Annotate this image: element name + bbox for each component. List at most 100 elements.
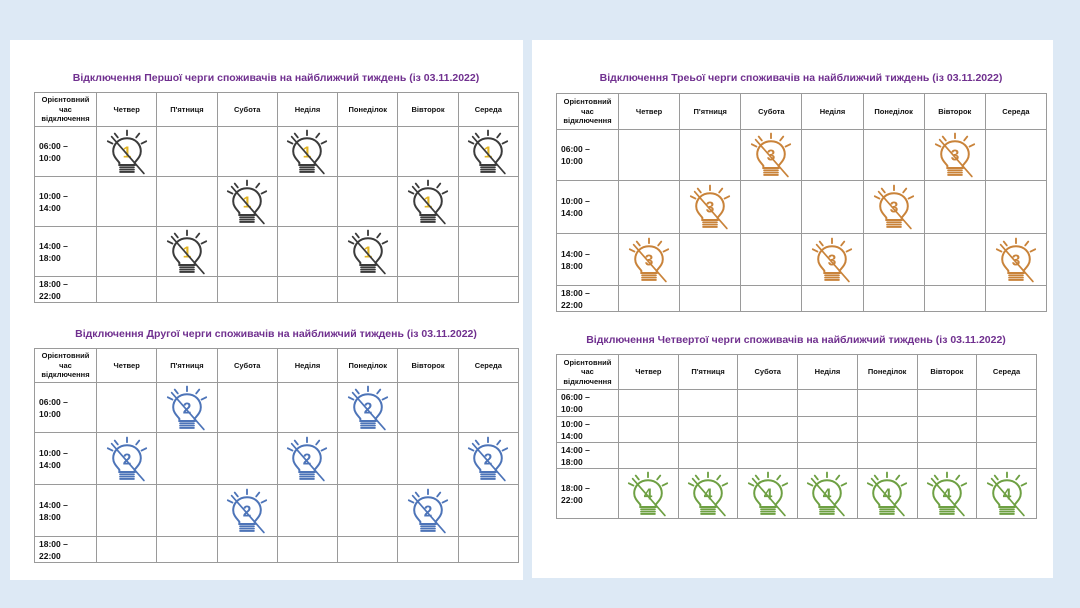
schedule-cell: 1 bbox=[337, 226, 399, 277]
lightbulb-off-icon: 4 bbox=[687, 471, 729, 516]
schedule-cell: 2 bbox=[156, 382, 218, 433]
schedule-cell bbox=[740, 180, 803, 234]
schedule-cell bbox=[397, 432, 459, 485]
svg-text:3: 3 bbox=[828, 252, 837, 269]
time-slot-cell: 14:00 –18:00 bbox=[556, 233, 619, 286]
lightbulb-off-icon: 1 bbox=[468, 129, 509, 174]
table-row: 06:00 –10:00 2 2 bbox=[34, 382, 519, 433]
schedule-cell bbox=[916, 389, 978, 417]
schedule-cell bbox=[923, 285, 986, 312]
day-header: Вівторок bbox=[397, 92, 459, 127]
right-panel: Відключення Треьої черги споживачів на н… bbox=[532, 40, 1053, 578]
lightbulb-off-icon: 2 bbox=[347, 385, 388, 430]
schedule-cell bbox=[156, 484, 218, 537]
schedule-cell bbox=[923, 180, 986, 234]
day-header: П'ятниця bbox=[679, 93, 742, 130]
schedule-cell: 2 bbox=[337, 382, 399, 433]
day-header: Четвер bbox=[95, 348, 158, 383]
schedule-cell: 2 bbox=[276, 432, 339, 485]
schedule-cell: 4 bbox=[916, 468, 978, 519]
lightbulb-off-icon: 3 bbox=[995, 237, 1036, 282]
day-header: Субота bbox=[737, 354, 799, 390]
svg-text:1: 1 bbox=[303, 144, 312, 161]
schedule-cell: 2 bbox=[95, 432, 158, 485]
schedule-cell bbox=[457, 382, 519, 433]
schedule-cell bbox=[856, 389, 918, 417]
schedule-cell: 3 bbox=[679, 180, 742, 234]
schedule-cell bbox=[276, 176, 339, 227]
schedule-cell bbox=[337, 536, 399, 563]
schedule-cell: 2 bbox=[216, 484, 278, 537]
table-row: 14:00 –18:00 1 1 bbox=[34, 226, 519, 277]
table-header-row: Орієнтовний час відключення Четвер П'ятниц… bbox=[34, 348, 519, 383]
time-column-header: Орієнтовний час відключення bbox=[34, 348, 97, 383]
svg-text:3: 3 bbox=[1012, 252, 1021, 269]
day-header: Середа bbox=[457, 92, 519, 127]
svg-text:4: 4 bbox=[1002, 486, 1011, 503]
schedule-cell: 4 bbox=[976, 468, 1037, 519]
schedule-cell bbox=[397, 226, 459, 277]
schedule-cell bbox=[801, 180, 864, 234]
left-panel: Відключення Першої черги споживачів на н… bbox=[10, 40, 523, 580]
day-header: Середа bbox=[457, 348, 519, 383]
time-slot-cell: 10:00 –14:00 bbox=[556, 180, 619, 234]
lightbulb-off-icon: 3 bbox=[873, 184, 914, 230]
table-row: 18:00 –22:00 4 4 4 4 4 4 4 bbox=[556, 468, 1037, 519]
table-row: 10:00 –14:00 1 1 bbox=[34, 176, 519, 227]
schedule-cell bbox=[797, 442, 858, 469]
lightbulb-off-icon: 2 bbox=[287, 436, 328, 481]
table-row: 06:00 –10:00 bbox=[556, 389, 1037, 417]
schedule-cell bbox=[457, 176, 519, 227]
schedule-cell bbox=[618, 442, 679, 469]
table-header-row: Орієнтовний час відключення Четвер П'ятниц… bbox=[556, 93, 1047, 130]
svg-text:4: 4 bbox=[763, 486, 772, 503]
schedule-cell: 3 bbox=[984, 233, 1047, 286]
schedule-cell bbox=[976, 442, 1037, 469]
schedule-cell: 4 bbox=[856, 468, 918, 519]
time-column-header: Орієнтовний час відключення bbox=[556, 93, 619, 130]
time-slot-cell: 06:00 –10:00 bbox=[556, 129, 619, 181]
lightbulb-off-icon: 3 bbox=[628, 237, 670, 282]
lightbulb-off-icon: 3 bbox=[751, 132, 792, 178]
schedule-cell bbox=[801, 285, 864, 312]
schedule-cell: 2 bbox=[457, 432, 519, 485]
schedule-cell bbox=[617, 285, 681, 312]
svg-text:2: 2 bbox=[243, 503, 252, 520]
day-header: Вівторок bbox=[397, 348, 459, 383]
schedule-cell bbox=[740, 285, 803, 312]
day-header: Четвер bbox=[95, 92, 158, 127]
lightbulb-off-icon: 2 bbox=[407, 488, 449, 533]
svg-text:2: 2 bbox=[364, 400, 373, 417]
svg-text:4: 4 bbox=[644, 486, 653, 503]
schedule-cell bbox=[617, 129, 681, 181]
svg-text:2: 2 bbox=[424, 503, 433, 520]
schedule-cell bbox=[95, 226, 158, 277]
lightbulb-off-icon: 4 bbox=[807, 471, 848, 516]
svg-text:1: 1 bbox=[122, 144, 131, 161]
schedule-cell bbox=[156, 126, 218, 177]
schedule-cell bbox=[337, 176, 399, 227]
schedule-cell bbox=[397, 382, 459, 433]
queue-2-table: Орієнтовний час відключення Четвер П'ятниц… bbox=[34, 348, 519, 563]
time-slot-cell: 10:00 –14:00 bbox=[34, 176, 97, 227]
schedule-cell bbox=[797, 416, 858, 443]
lightbulb-off-icon: 3 bbox=[812, 237, 853, 282]
schedule-cell bbox=[862, 285, 925, 312]
schedule-cell: 3 bbox=[617, 233, 681, 286]
schedule-cell: 3 bbox=[862, 180, 925, 234]
day-header: Понеділок bbox=[862, 93, 925, 130]
schedule-cell: 4 bbox=[797, 468, 858, 519]
schedule-cell bbox=[276, 484, 339, 537]
day-header: Неділя bbox=[276, 348, 339, 383]
svg-text:4: 4 bbox=[883, 486, 892, 503]
lightbulb-off-icon: 2 bbox=[106, 436, 147, 481]
schedule-cell bbox=[984, 285, 1047, 312]
svg-text:4: 4 bbox=[943, 486, 952, 503]
schedule-cell bbox=[737, 442, 799, 469]
schedule-cell bbox=[216, 432, 278, 485]
schedule-cell bbox=[457, 484, 519, 537]
schedule-cell: 4 bbox=[737, 468, 799, 519]
day-header: П'ятниця bbox=[677, 354, 739, 390]
time-column-header: Орієнтовний час відключення bbox=[556, 354, 619, 390]
queue-1-title: Відключення Першої черги споживачів на н… bbox=[72, 72, 480, 84]
